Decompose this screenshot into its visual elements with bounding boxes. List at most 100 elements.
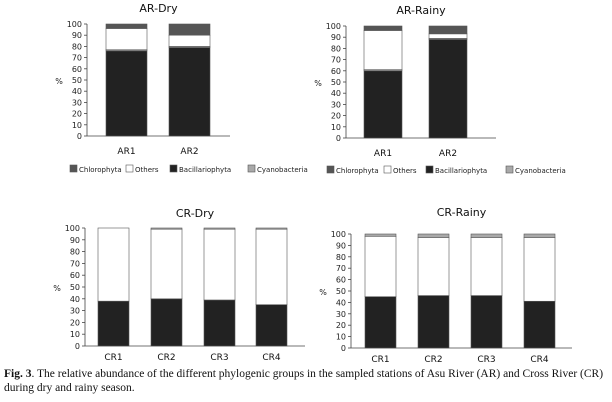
- ar-dry-legend-swatch-chlorophyta: [69, 164, 78, 173]
- cr-dry-bar-cyanobacteria-cr2: [150, 227, 183, 230]
- cr-rainy-category-label: CR3: [477, 355, 495, 365]
- cr-rainy-y-tick-label: 30: [336, 310, 346, 319]
- cr-dry-category-label: CR4: [262, 353, 281, 363]
- cr-dry-y-tick-label: 30: [70, 307, 80, 316]
- ar-dry-y-tick-label: 10: [72, 121, 82, 130]
- ar-dry-bar-chlorophyta-ar1: [105, 23, 148, 29]
- cr-dry-category-label: CR2: [157, 353, 175, 363]
- ar-dry-y-tick-label: 20: [72, 110, 82, 119]
- cr-rainy-y-tick-label: 20: [336, 321, 346, 330]
- ar-dry-y-tick-label: 50: [72, 76, 82, 85]
- cr-rainy-y-tick-label: 60: [336, 276, 346, 285]
- ar-rainy-title: AR-Rainy: [396, 4, 446, 17]
- ar-rainy-legend-label-cyanobacteria: Cyanobacteria: [515, 167, 566, 175]
- cr-dry-y-tick-label: 70: [70, 259, 80, 268]
- cr-rainy-y-tick-label: 50: [336, 287, 346, 296]
- cr-rainy-y-tick-label: 40: [336, 298, 346, 307]
- ar-rainy-bar-chlorophyta-ar1: [363, 25, 403, 31]
- ar-dry-bar-chlorophyta-ar2: [168, 23, 211, 36]
- cr-dry-bar-bacillariophyta-cr1: [97, 300, 130, 347]
- ar-dry-legend-swatch-bacillariophyta: [169, 164, 178, 173]
- cr-dry-bar-others-cr2: [150, 228, 183, 300]
- cr-dry-category-label: CR3: [210, 353, 228, 363]
- ar-dry-bar-others-ar2: [168, 34, 211, 47]
- cr-rainy-category-label: CR2: [424, 355, 442, 365]
- ar-rainy-bar-others-ar2: [428, 33, 468, 39]
- cr-rainy-y-tick-label: 80: [336, 253, 346, 262]
- ar-rainy-legend-swatch-cyanobacteria: [505, 165, 514, 174]
- ar-dry-legend-label-cyanobacteria: Cyanobacteria: [257, 166, 308, 174]
- ar-rainy-y-tick-label: 30: [331, 100, 341, 109]
- cr-rainy-bar-cyanobacteria-cr3: [470, 233, 503, 238]
- cr-rainy-y-tick-label: 100: [331, 230, 346, 239]
- ar-rainy-legend-label-others: Others: [393, 167, 417, 175]
- ar-dry-y-tick-label: 30: [72, 98, 82, 107]
- cr-dry-y-label: %: [53, 284, 61, 293]
- cr-rainy-bar-others-cr1: [364, 235, 397, 297]
- cr-dry-bar-bacillariophyta-cr2: [150, 298, 183, 347]
- cr-rainy-y-tick-label: 10: [336, 333, 346, 342]
- ar-rainy-category-label: AR1: [374, 149, 392, 159]
- ar-dry-y-tick-label: 60: [72, 65, 82, 74]
- cr-rainy-y-tick-label: 0: [341, 344, 346, 353]
- cr-dry-bar-cyanobacteria-cr3: [203, 227, 236, 230]
- cr-rainy-bar-bacillariophyta-cr2: [417, 295, 450, 349]
- cr-dry-y-tick-label: 50: [70, 283, 80, 292]
- cr-rainy-bar-bacillariophyta-cr4: [523, 300, 556, 349]
- ar-dry-y-label: %: [55, 77, 63, 86]
- ar-dry-y-tick-label: 0: [77, 132, 82, 141]
- ar-rainy-legend-swatch-bacillariophyta: [425, 165, 434, 174]
- ar-rainy-bar-others-ar1: [363, 30, 403, 70]
- ar-rainy-category-label: AR2: [439, 149, 457, 159]
- cr-dry-category-label: CR1: [104, 353, 122, 363]
- cr-rainy-bar-others-cr2: [417, 237, 450, 296]
- ar-rainy-y-tick-label: 0: [336, 134, 341, 143]
- ar-dry-y-tick-label: 100: [67, 20, 82, 29]
- caption-label: Fig. 3: [4, 368, 32, 380]
- cr-rainy-title: CR-Rainy: [437, 206, 487, 219]
- ar-dry-y-tick-label: 70: [72, 54, 82, 63]
- ar-dry-bar-bacillariophyta-ar2: [168, 47, 211, 137]
- ar-rainy-y-label: %: [314, 79, 322, 88]
- ar-rainy-y-tick-label: 90: [331, 33, 341, 42]
- ar-dry-bar-others-ar1: [105, 28, 148, 51]
- cr-dry-bar-others-cr3: [203, 228, 236, 301]
- ar-dry-legend-swatch-others: [125, 164, 134, 173]
- ar-rainy-y-tick-label: 100: [326, 22, 341, 31]
- ar-dry-legend-label-bacillariophyta: Bacillariophyta: [179, 166, 231, 174]
- cr-rainy-category-label: CR4: [530, 355, 549, 365]
- ar-dry-category-label: AR1: [117, 147, 135, 157]
- cr-rainy-bar-cyanobacteria-cr4: [523, 233, 556, 238]
- cr-rainy-bar-others-cr4: [523, 237, 556, 302]
- ar-rainy-y-tick-label: 70: [331, 56, 341, 65]
- cr-dry-y-tick-label: 60: [70, 271, 80, 280]
- ar-rainy-y-tick-label: 10: [331, 123, 341, 132]
- ar-dry-y-tick-label: 40: [72, 87, 82, 96]
- cr-dry-y-tick-label: 20: [70, 318, 80, 327]
- ar-rainy-bar-bacillariophyta-ar2: [428, 39, 468, 139]
- ar-rainy-legend-swatch-others: [383, 165, 392, 174]
- ar-rainy-bar-bacillariophyta-ar1: [363, 70, 403, 139]
- ar-rainy-legend-label-chlorophyta: Chlorophyta: [336, 167, 379, 175]
- ar-dry-y-tick-label: 80: [72, 42, 82, 51]
- cr-rainy-bar-cyanobacteria-cr1: [364, 233, 397, 237]
- cr-dry-y-tick-label: 10: [70, 330, 80, 339]
- cr-rainy-bar-others-cr3: [470, 237, 503, 296]
- ar-rainy-y-tick-label: 60: [331, 67, 341, 76]
- cr-dry-y-tick-label: 0: [75, 342, 80, 351]
- cr-dry-y-tick-label: 80: [70, 248, 80, 257]
- ar-rainy-y-tick-label: 40: [331, 89, 341, 98]
- ar-rainy-legend-label-bacillariophyta: Bacillariophyta: [435, 167, 487, 175]
- caption-text: . The relative abundance of the differen…: [4, 368, 604, 394]
- ar-rainy-bar-chlorophyta-ar2: [428, 25, 468, 35]
- ar-dry-category-label: AR2: [180, 147, 198, 157]
- cr-dry-y-tick-label: 100: [65, 224, 80, 233]
- ar-dry-legend-label-others: Others: [135, 166, 159, 174]
- cr-rainy-bar-bacillariophyta-cr1: [364, 296, 397, 349]
- cr-dry-y-tick-label: 90: [70, 236, 80, 245]
- ar-rainy-y-tick-label: 80: [331, 44, 341, 53]
- ar-dry-title: AR-Dry: [139, 2, 178, 15]
- cr-rainy-y-label: %: [319, 288, 327, 297]
- cr-rainy-y-tick-label: 90: [336, 241, 346, 250]
